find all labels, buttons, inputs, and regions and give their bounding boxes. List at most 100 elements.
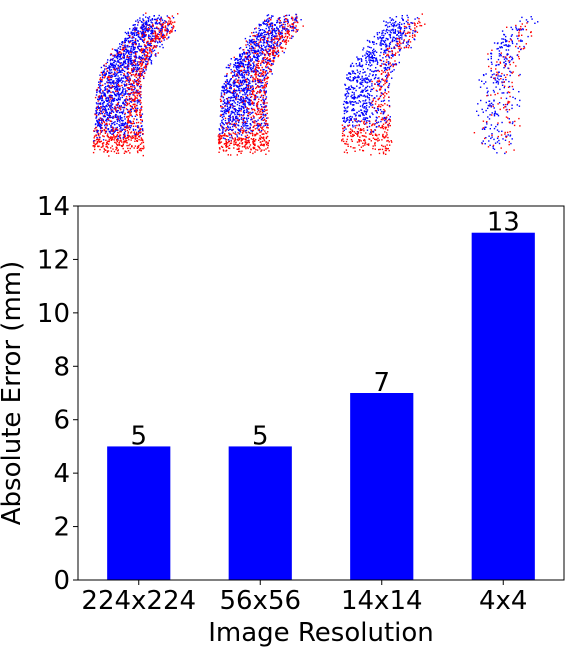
cloud-point	[135, 92, 137, 94]
cloud-point	[144, 55, 146, 57]
cloud-point	[144, 48, 146, 51]
cloud-point	[219, 136, 221, 138]
cloud-point	[252, 89, 255, 92]
cloud-point	[140, 38, 142, 40]
cloud-point	[251, 41, 253, 44]
cloud-point	[241, 131, 244, 133]
cloud-point	[239, 65, 241, 67]
cloud-point	[360, 60, 363, 62]
cloud-point	[252, 42, 254, 44]
cloud-point	[93, 142, 95, 144]
cloud-point	[347, 78, 349, 81]
cloud-point	[112, 115, 114, 118]
cloud-point	[122, 44, 124, 47]
cloud-point	[130, 124, 132, 127]
cloud-point	[261, 149, 263, 151]
cloud-point	[285, 41, 288, 44]
cloud-point	[359, 120, 361, 123]
cloud-point	[148, 34, 150, 36]
cloud-point	[225, 145, 228, 147]
cloud-point	[111, 104, 113, 106]
cloud-point	[134, 110, 137, 112]
cloud-point	[372, 134, 374, 136]
cloud-point	[158, 38, 160, 41]
cloud-point	[237, 110, 239, 112]
cloud-point	[148, 38, 150, 40]
cloud-point	[392, 22, 394, 24]
cloud-point	[132, 42, 134, 44]
cloud-point	[113, 83, 115, 85]
cloud-point	[135, 70, 137, 73]
cloud-point	[142, 14, 145, 16]
cloud-point	[225, 88, 228, 91]
cloud-point	[254, 143, 256, 145]
cloud-point	[224, 129, 227, 132]
cloud-point	[218, 140, 221, 142]
cloud-point	[130, 59, 133, 61]
cloud-point	[237, 65, 239, 68]
cloud-point	[123, 73, 125, 75]
cloud-point	[233, 108, 235, 110]
cloud-point	[111, 137, 113, 139]
cloud-point	[170, 29, 172, 32]
cloud-point	[377, 83, 379, 85]
cloud-point	[134, 42, 137, 44]
cloud-point	[252, 101, 254, 103]
cloud-point	[143, 28, 145, 30]
cloud-point	[144, 66, 146, 69]
cloud-point	[371, 112, 373, 114]
cloud-point	[105, 111, 107, 113]
cloud-point	[270, 17, 272, 19]
cloud-point	[385, 48, 387, 51]
cloud-point	[97, 122, 99, 124]
cloud-point	[251, 45, 254, 48]
cloud-point	[263, 143, 265, 146]
cloud-point	[242, 115, 244, 117]
cloud-point	[114, 114, 116, 117]
cloud-point	[120, 66, 122, 69]
cloud-point	[240, 83, 243, 85]
cloud-point	[117, 93, 119, 96]
cloud-point	[118, 132, 120, 134]
cloud-point	[248, 45, 251, 47]
cloud-point	[283, 51, 285, 54]
cloud-point	[270, 70, 272, 73]
cloud-point	[116, 49, 118, 51]
cloud-point	[222, 123, 224, 125]
cloud-point	[152, 29, 154, 31]
cloud-point	[123, 104, 126, 106]
cloud-point	[238, 82, 240, 85]
cloud-point	[268, 150, 270, 152]
cloud-point	[253, 90, 255, 93]
cloud-point	[109, 120, 112, 122]
cloud-point	[238, 84, 241, 86]
cloud-point	[112, 91, 114, 93]
cloud-point	[268, 30, 270, 32]
cloud-point	[96, 120, 99, 122]
cloud-point	[250, 67, 252, 69]
cloud-point	[253, 65, 255, 67]
cloud-point	[265, 90, 267, 92]
cloud-point	[360, 109, 362, 111]
cloud-point	[129, 78, 131, 80]
cloud-point	[138, 57, 141, 60]
cloud-point	[141, 39, 143, 41]
cloud-point	[219, 129, 221, 131]
cloud-point	[396, 45, 398, 47]
cloud-point	[257, 50, 259, 53]
cloud-point	[271, 38, 274, 41]
cloud-point	[238, 129, 240, 131]
cloud-point	[411, 22, 414, 24]
cloud-point	[134, 98, 136, 100]
cloud-point	[403, 40, 405, 42]
cloud-point	[269, 53, 271, 55]
cloud-point	[127, 32, 130, 34]
cloud-point	[251, 129, 254, 132]
cloud-point	[117, 77, 119, 80]
cloud-point	[124, 133, 126, 135]
cloud-point	[120, 139, 122, 142]
cloud-point	[389, 41, 392, 44]
cloud-point	[390, 71, 392, 73]
cloud-point	[372, 41, 374, 44]
cloud-point	[124, 40, 126, 43]
